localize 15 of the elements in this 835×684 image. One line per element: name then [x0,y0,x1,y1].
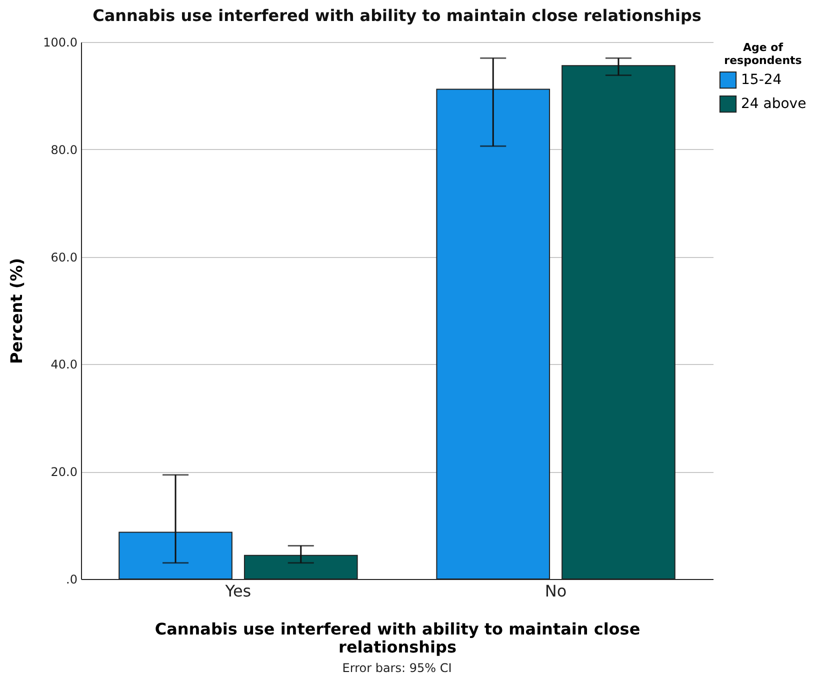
legend-title: Age of respondents [724,41,802,67]
legend-label: 15-24 [741,72,782,88]
y-axis-title: Percent (%) [7,258,26,364]
y-tick-label: 40.0 [50,358,78,372]
y-tick-label: .0 [66,572,78,586]
y-tick-label: 80.0 [50,142,78,157]
y-tick-label: 20.0 [50,465,78,480]
x-tick-label: No [544,582,567,600]
legend-label: 24 above [741,96,806,112]
text: Error bars: 95% CI [342,661,452,675]
y-tick-label: 60.0 [50,250,78,264]
x-axis-title: Cannabis use interfered with ability to maintain close relationships [154,620,640,656]
x-tick-label: Yes [224,582,252,600]
chart-title: Cannabis use interfered with ability to maintain close relationships [92,6,702,25]
y-tick-label: 100.0 [43,36,78,50]
